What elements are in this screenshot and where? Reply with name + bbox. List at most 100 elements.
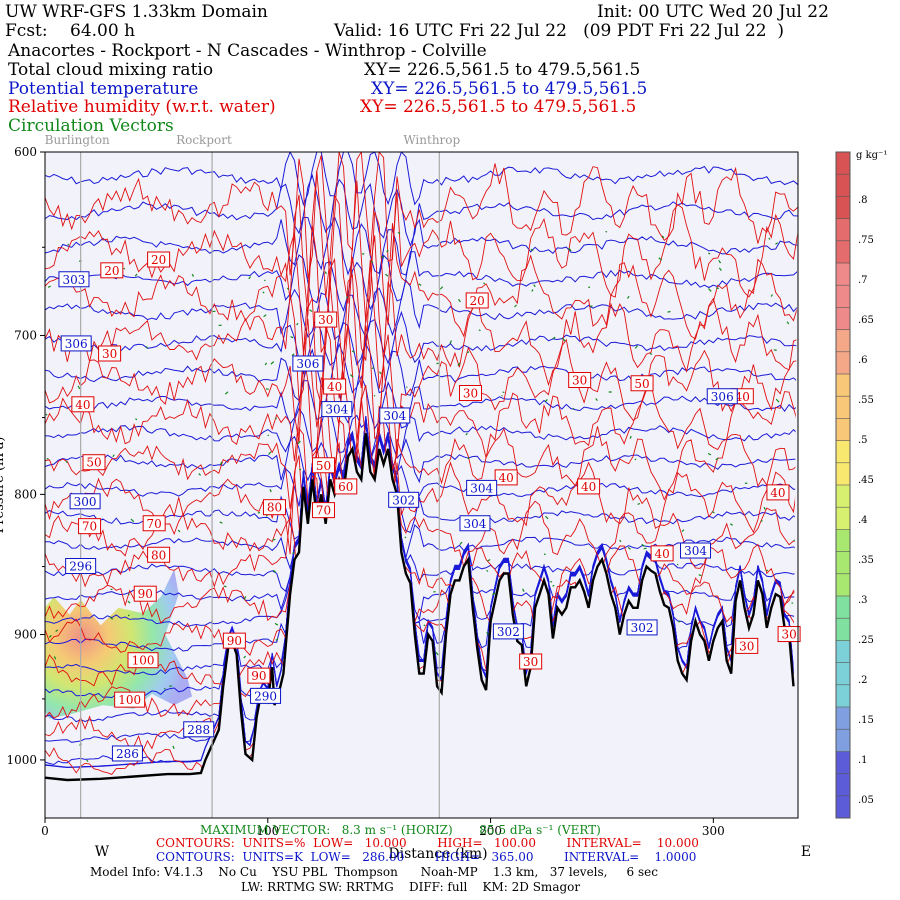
circulation-vector [595,398,598,401]
rh-contour-7 [45,442,798,564]
circulation-vector [768,237,771,240]
rh-label: 40 [75,398,90,412]
circulation-vector [627,546,631,550]
colorbar-segment [836,485,850,508]
theta-contour-6 [45,342,798,402]
colorbar-segment [836,396,850,419]
theta-label-box [321,401,353,418]
theta-contour-4 [45,279,798,341]
theta-contour-2 [45,215,798,276]
rh-label: 30 [318,313,333,327]
rh-label: 100 [132,654,155,668]
circulation-vector [716,287,719,290]
rh-label: 40 [581,480,596,494]
rh-label: 90 [138,587,153,601]
colorbar-segment [836,329,850,353]
rh-label-box [777,626,801,643]
theta-label: 296 [69,560,92,574]
circulation-vector [729,523,733,526]
rh-label: 20 [104,264,119,278]
theta-contour-14 [45,420,798,622]
rh-label-box [735,637,759,654]
circulation-vector [681,529,685,532]
rh-label: 40 [499,471,514,485]
colorbar-segment [836,196,850,220]
location-label-burlington: Burlington [45,133,110,147]
field-rh-name: Relative humidity (w.r.t. water) [8,97,276,117]
rh-label-box [323,378,347,395]
rh-label: 20 [151,253,166,267]
theta-label: 302 [497,625,520,639]
circulation-vector [65,460,68,464]
y-tick-label: 1000 [6,753,37,767]
circulation-vector [457,362,461,366]
rh-label: 30 [739,639,754,653]
rh-contour-6 [45,396,798,526]
theta-label: 306 [296,357,319,371]
theta-label: 304 [325,403,348,417]
theta-label-box [183,721,215,738]
theta-label-box [65,558,97,575]
circulation-vector [715,457,719,461]
rh-contour-info: CONTOURS: UNITS=% LOW= 10.000 HIGH= 100.… [156,836,699,850]
x-tick-label: 0 [41,824,49,838]
rh-label: 60 [338,480,353,494]
model-info: Model Info: V4.1.3 No Cu YSU PBL Thompso… [90,865,658,879]
circulation-vector [634,345,638,349]
circulation-vector [629,435,632,439]
rh-label-box [630,375,654,392]
max-vector-text: MAXIMUM VECTOR: 8.3 m s⁻¹ (HORIZ) 85.5 d… [200,823,601,837]
colorbar-segment [836,174,850,197]
colorbar-tick-label: .35 [858,555,874,566]
circulation-vector [678,620,681,623]
circulation-vector [634,458,637,461]
colorbar-segment [836,263,850,286]
circulation-vector [309,309,313,312]
rh-label-box [262,499,286,516]
circulation-vector [449,340,453,344]
rh-label-box [577,478,601,495]
circulation-vector [324,271,327,275]
circulation-vector [270,361,275,365]
west-label: W [95,844,110,860]
circulation-vector [588,286,591,289]
forecast-label: Fcst: [5,21,48,41]
rh-label-box [222,632,246,649]
circulation-vector [257,511,261,514]
rh-label: 70 [147,517,162,531]
rh-label: 70 [82,520,97,534]
circulation-vector [544,399,548,403]
location-label-rockport: Rockport [176,133,232,147]
theta-contour-info: CONTOURS: UNITS=K LOW= 286.00 HIGH= 365.… [156,850,697,864]
theta-label-box [292,355,324,372]
circulation-vector [550,580,553,583]
theta-label-box [69,493,101,510]
circulation-vector [286,287,289,290]
init-time: Init: 00 UTC Wed 20 Jul 22 [597,2,829,22]
circulation-vector [649,352,653,355]
colorbar-tick-label: .25 [858,635,874,646]
circulation-vector [552,584,555,587]
rh-label: 70 [316,504,331,518]
circulation-vector [243,596,247,600]
rh-label-box [127,652,159,669]
theta-label-box [626,619,658,636]
plot-frame [44,151,799,819]
circulation-vector [268,451,272,455]
colorbar-tick-label: .05 [858,795,874,806]
circulation-vector [219,521,223,524]
theta-label-box [379,407,411,424]
circulation-vector [718,267,722,271]
rh-contour-9 [45,506,798,639]
theta-label: 304 [383,409,406,423]
theta-label: 306 [711,390,734,404]
colorbar-tick-label: .7 [858,275,868,286]
circulation-vector [275,417,278,420]
circulation-vector [53,656,57,660]
theta-label: 306 [65,337,88,351]
colorbar-segment [836,618,850,641]
circulation-vector [45,413,48,416]
circulation-vector [465,432,468,436]
rh-label-box [314,311,338,328]
circulation-vector [127,614,130,617]
